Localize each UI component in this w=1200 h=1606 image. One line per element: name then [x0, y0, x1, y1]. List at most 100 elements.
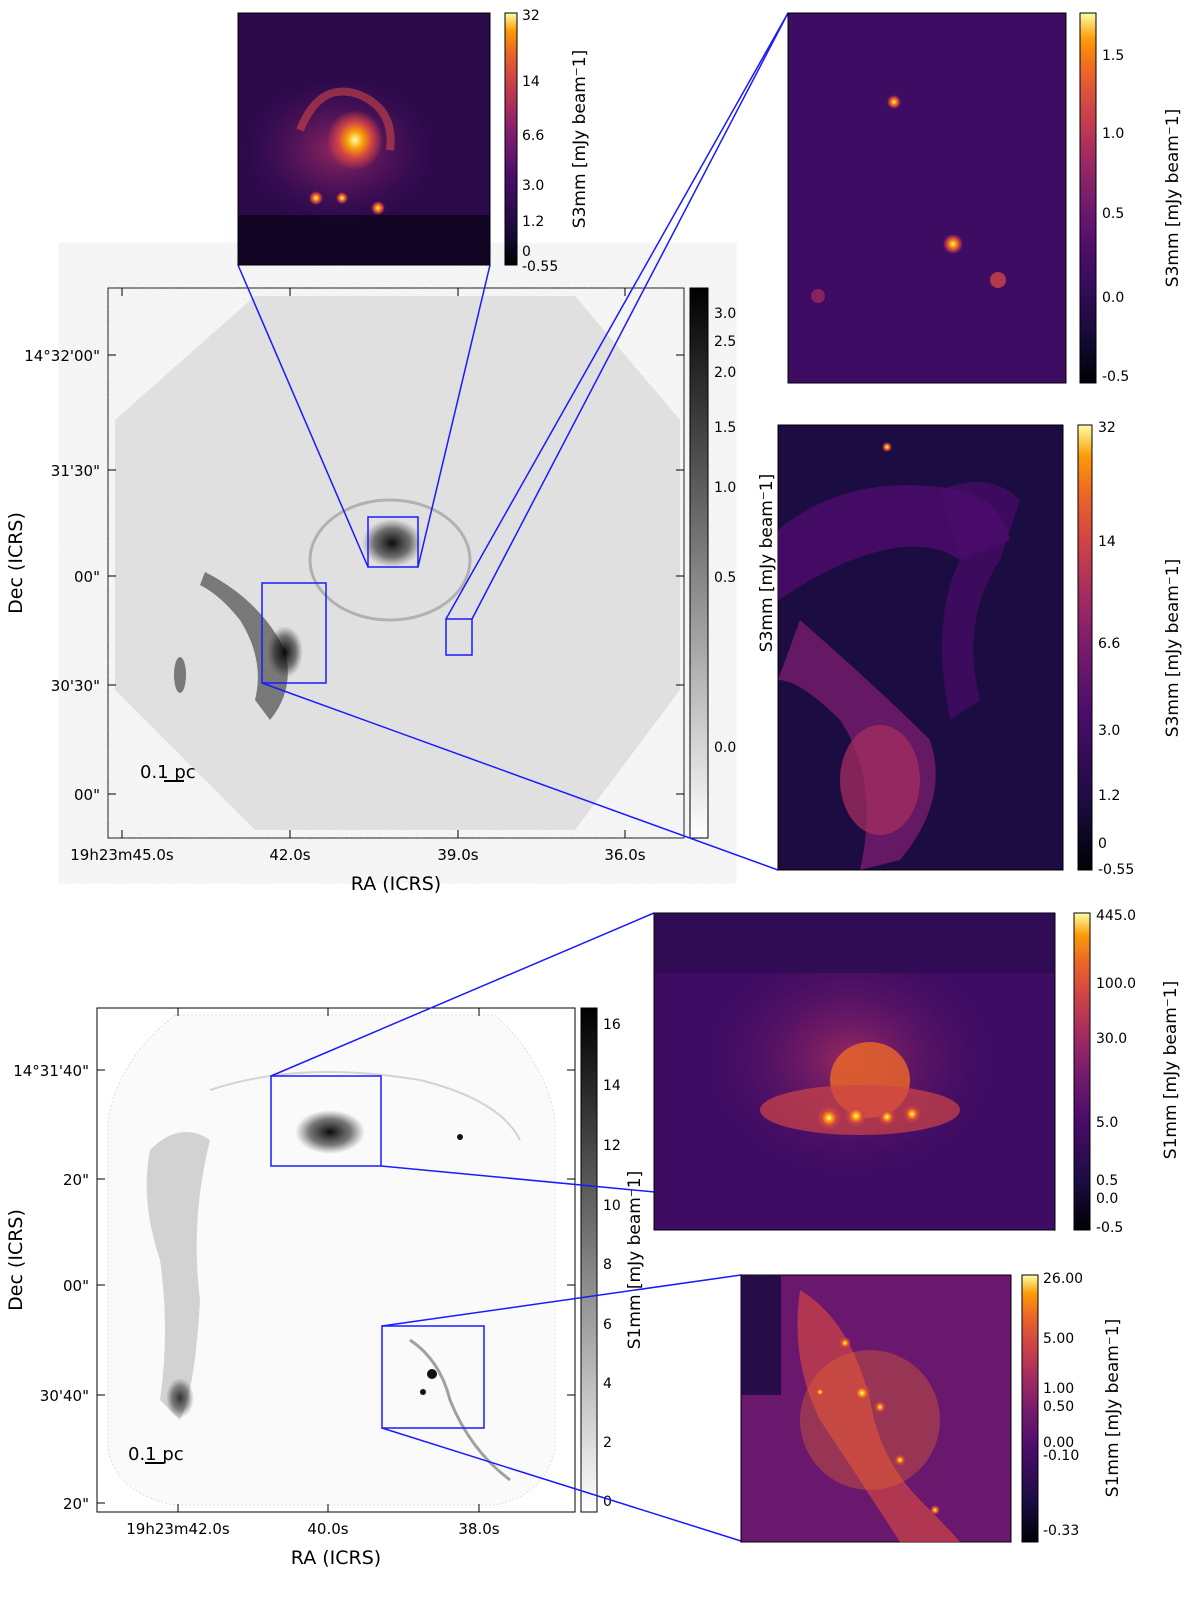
- bottom-cbar-tick-1: 14: [603, 1078, 621, 1094]
- imr-cbar-tick-0: 32: [1098, 420, 1116, 436]
- inset-top-right-colorbar: 1.5 1.0 0.5 0.0 -0.5 S3mm [mJy beam⁻1]: [1079, 12, 1183, 385]
- bottom-scalebar-label: 0.1 pc: [128, 1444, 184, 1465]
- itl-cbar-tick-6: -0.55: [522, 259, 558, 275]
- ibu-cbar-tick-6: -0.5: [1096, 1220, 1123, 1236]
- top-cbar-tick-1: 2.5: [714, 334, 736, 350]
- bottom-main-colorbar: 16 14 12 10 8 6 4 2 0 S1mm [mJy beam⁻1]: [580, 1007, 645, 1513]
- ibu-cbar-label: S1mm [mJy beam⁻1]: [1161, 981, 1181, 1159]
- itr-cbar-tick-3: 0.0: [1102, 290, 1124, 306]
- top-zoom-box-small: [445, 618, 473, 656]
- top-zoom-box-east: [261, 582, 327, 684]
- bottom-cbar-tick-4: 8: [603, 1257, 612, 1273]
- inset-middle-right: [777, 424, 1064, 871]
- top-cbar-label: S3mm [mJy beam⁻1]: [757, 474, 777, 652]
- bottom-ra-tick-1: 40.0s: [307, 1520, 348, 1538]
- itr-cbar-tick-0: 1.5: [1102, 48, 1124, 64]
- ibl-cbar-tick-6: -0.33: [1043, 1523, 1079, 1539]
- top-dec-tick-2: 00": [74, 568, 100, 586]
- bottom-central-source: [295, 1110, 365, 1154]
- top-ra-tick-3: 36.0s: [604, 846, 645, 864]
- itl-cbar-tick-1: 14: [522, 74, 540, 90]
- itl-cbar-tick-4: 1.2: [522, 214, 544, 230]
- bottom-zoom-boxes: [270, 1075, 485, 1429]
- top-ylabel: Dec (ICRS): [5, 512, 27, 614]
- inset-bottom-lower-colorbar: 26.00 5.00 1.00 0.50 0.00 -0.10 -0.33 S1…: [1021, 1271, 1123, 1543]
- top-ra-tick-1: 42.0s: [269, 846, 310, 864]
- itl-cbar-tick-0: 32: [522, 8, 540, 24]
- bottom-xlabel: RA (ICRS): [291, 1547, 381, 1569]
- top-main-map: [107, 287, 685, 839]
- itl-cbar-tick-5: 0: [522, 244, 531, 260]
- top-shell: [308, 498, 472, 622]
- top-dec-tick-0: 14°32'00": [24, 347, 100, 365]
- imr-cbar-tick-3: 3.0: [1098, 723, 1120, 739]
- ibl-cbar-label: S1mm [mJy beam⁻1]: [1103, 1319, 1123, 1497]
- top-cbar-tick-2: 2.0: [714, 365, 736, 381]
- ibu-cbar-tick-5: 0.0: [1096, 1191, 1118, 1207]
- top-zoom-boxes: [261, 516, 473, 684]
- ibl-cbar-tick-3: 0.50: [1043, 1399, 1074, 1415]
- ibu-cbar-tick-3: 5.0: [1096, 1115, 1118, 1131]
- top-cbar-tick-5: 0.5: [714, 570, 736, 586]
- bottom-west-filament: [146, 1132, 210, 1420]
- imr-cbar-tick-4: 1.2: [1098, 788, 1120, 804]
- bottom-cbar-tick-3: 10: [603, 1198, 621, 1214]
- ibu-cbar-tick-0: 445.0: [1096, 908, 1136, 924]
- ibl-cbar-tick-2: 1.00: [1043, 1381, 1074, 1397]
- imr-cbar-tick-6: -0.55: [1098, 862, 1134, 878]
- itl-cbar-label: S3mm [mJy beam⁻1]: [570, 50, 590, 228]
- itl-cbar-tick-3: 3.0: [522, 178, 544, 194]
- bottom-cbar-tick-0: 16: [603, 1017, 621, 1033]
- ibu-cbar-tick-4: 0.5: [1096, 1173, 1118, 1189]
- ibl-cbar-tick-5: -0.10: [1043, 1448, 1079, 1464]
- bottom-cbar-tick-8: 0: [603, 1494, 612, 1510]
- itl-cbar-tick-2: 6.6: [522, 128, 544, 144]
- top-ra-tick-2: 39.0s: [437, 846, 478, 864]
- top-cbar-tick-0: 3.0: [714, 306, 736, 322]
- top-dec-tick-1: 31'30": [51, 462, 100, 480]
- bottom-dec-tick-2: 00": [63, 1277, 89, 1295]
- bottom-ylabel: Dec (ICRS): [5, 1209, 27, 1311]
- ibl-cbar-tick-1: 5.00: [1043, 1331, 1074, 1347]
- inset-bottom-lower: [740, 1274, 1012, 1543]
- bottom-dec-tick-3: 30'40": [40, 1387, 89, 1405]
- ibu-cbar-tick-2: 30.0: [1096, 1031, 1127, 1047]
- top-dec-tick-3: 30'30": [51, 677, 100, 695]
- inset-bottom-upper-colorbar: 445.0 100.0 30.0 5.0 0.5 0.0 -0.5 S1mm […: [1073, 908, 1181, 1236]
- bottom-ra-tick-0: 19h23m42.0s: [126, 1520, 230, 1538]
- ibl-cbar-tick-0: 26.00: [1043, 1271, 1083, 1287]
- bottom-main-map: [96, 1007, 576, 1513]
- top-main-colorbar: 3.0 2.5 2.0 1.5 1.0 0.5 0.0 S3mm [mJy be…: [689, 287, 777, 839]
- top-zoom-box-center: [367, 516, 419, 568]
- bottom-cbar-tick-6: 4: [603, 1376, 612, 1392]
- inset-top-left-colorbar: 32 14 6.6 3.0 1.2 0 -0.55 S3mm [mJy beam…: [504, 8, 590, 275]
- bottom-dec-tick-0: 14°31'40": [13, 1062, 89, 1080]
- top-ra-tick-0: 19h23m45.0s: [70, 846, 174, 864]
- top-filament-core: [267, 626, 303, 678]
- itr-cbar-label: S3mm [mJy beam⁻1]: [1163, 109, 1183, 287]
- inset-bottom-upper: [653, 912, 1056, 1231]
- bottom-zoom-box-center: [270, 1075, 382, 1167]
- inset-top-left: [237, 12, 491, 266]
- top-west-clump: [174, 657, 186, 693]
- imr-cbar-tick-2: 6.6: [1098, 636, 1120, 652]
- itr-cbar-tick-4: -0.5: [1102, 369, 1129, 385]
- inset-top-right: [787, 12, 1067, 384]
- bottom-cbar-tick-5: 6: [603, 1317, 612, 1333]
- inset-middle-right-colorbar: 32 14 6.6 3.0 1.2 0 -0.55 S3mm [mJy beam…: [1077, 420, 1183, 878]
- ibu-cbar-tick-1: 100.0: [1096, 976, 1136, 992]
- top-xlabel: RA (ICRS): [351, 873, 441, 895]
- bottom-cbar-label: S1mm [mJy beam⁻1]: [625, 1171, 645, 1349]
- bottom-west-core: [166, 1378, 194, 1418]
- ibl-cbar-tick-4: 0.00: [1043, 1435, 1074, 1451]
- imr-cbar-label: S3mm [mJy beam⁻1]: [1163, 559, 1183, 737]
- top-zoom-connectors: [237, 12, 789, 871]
- bottom-ra-tick-2: 38.0s: [458, 1520, 499, 1538]
- top-cbar-tick-4: 1.0: [714, 480, 736, 496]
- bottom-dec-tick-1: 20": [63, 1171, 89, 1189]
- top-dec-tick-4: 00": [74, 786, 100, 804]
- itr-cbar-tick-1: 1.0: [1102, 126, 1124, 142]
- top-main-axes: 14°32'00" 31'30" 00" 30'30" 00" 19h23m45…: [5, 288, 684, 895]
- imr-cbar-tick-5: 0: [1098, 836, 1107, 852]
